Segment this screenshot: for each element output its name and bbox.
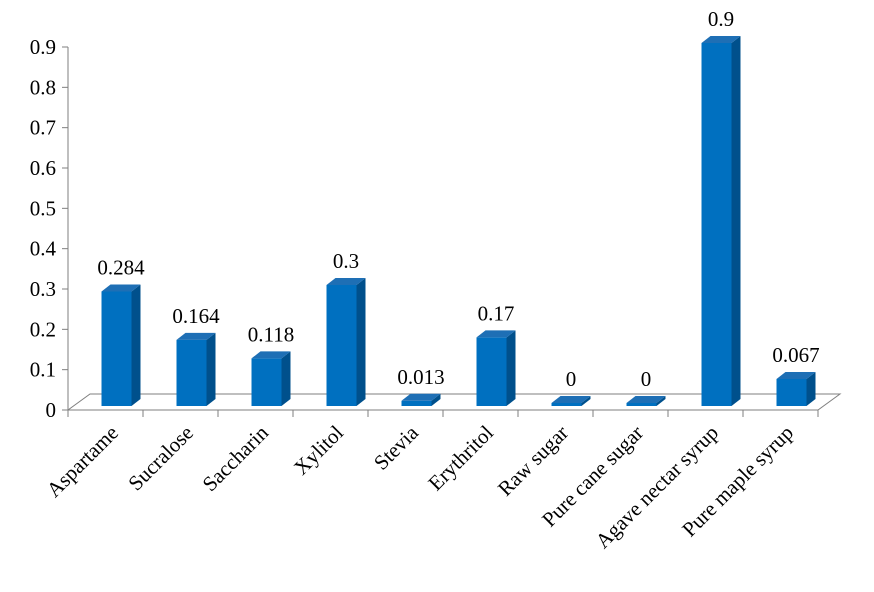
bar-top <box>626 396 666 403</box>
bar-value-label: 0.284 <box>97 255 145 279</box>
bar-side <box>431 393 441 406</box>
x-tick-label: Raw sugar <box>493 421 573 501</box>
bar-front <box>776 378 807 406</box>
bar-value-label: 0 <box>641 367 652 391</box>
bar-side <box>131 284 141 406</box>
y-tick-label: 0.5 <box>30 196 56 220</box>
y-tick-label: 0.8 <box>30 75 56 99</box>
y-tick-label: 0.9 <box>30 35 56 59</box>
bar-front <box>626 403 657 406</box>
y-axis: 0 0.1 0.2 0.3 0.4 0.5 0.6 0.7 0.8 0.9 <box>30 35 69 422</box>
y-tick-label: 0.6 <box>30 156 56 180</box>
bar <box>776 371 816 406</box>
value-labels: 0.284 0.164 0.118 0.3 0.013 0.17 0 0 0.9 0.067 <box>97 7 819 391</box>
bar-side <box>206 332 216 406</box>
x-axis: Aspartame Sucralose Saccharin Xylitol Stevia… <box>42 409 819 553</box>
bar <box>251 351 291 406</box>
bar <box>476 330 516 406</box>
y-tick-label: 0.1 <box>30 358 56 382</box>
x-tick-label: Stevia <box>369 420 424 475</box>
bar-top <box>176 332 216 340</box>
bar-front <box>176 339 207 406</box>
bar-top <box>551 396 591 403</box>
bar-side <box>506 330 516 406</box>
bar <box>551 396 591 406</box>
bar-value-label: 0.067 <box>772 343 819 367</box>
bar-value-label: 0.9 <box>708 7 734 31</box>
x-tick-label: Aspartame <box>42 421 123 502</box>
y-tick-label: 0 <box>46 398 57 422</box>
bar-top <box>251 351 291 359</box>
bar-front <box>326 285 357 406</box>
bar-top <box>701 36 741 43</box>
bar-side <box>581 396 591 406</box>
bar-side <box>731 36 741 406</box>
bar <box>701 36 741 406</box>
bar-front <box>401 400 432 406</box>
x-tick-label: Saccharin <box>198 420 274 496</box>
bar <box>401 393 441 406</box>
bar-top <box>476 330 516 338</box>
y-tick-label: 0.4 <box>30 237 57 261</box>
bar-front <box>701 43 732 406</box>
bar-value-label: 0.118 <box>248 322 294 346</box>
bar-value-label: 0.3 <box>333 249 359 273</box>
y-tick-label: 0.2 <box>30 317 56 341</box>
bar-front <box>101 291 132 406</box>
bar-side <box>806 371 816 406</box>
x-tick-label: Sucralose <box>123 421 198 496</box>
bar-value-label: 0.013 <box>397 365 444 389</box>
bars <box>101 36 816 406</box>
bar-side <box>281 351 291 406</box>
bar-front <box>476 337 507 406</box>
y-tick-label: 0.3 <box>30 277 56 301</box>
bar-top <box>401 393 441 401</box>
bar-side <box>656 396 666 406</box>
x-tick-label: Xylitol <box>289 420 348 479</box>
bar <box>176 332 216 406</box>
bar-top <box>101 284 141 292</box>
bar <box>101 284 141 406</box>
bar-value-label: 0.164 <box>172 304 220 328</box>
bar-top <box>776 371 816 379</box>
bar <box>626 396 666 406</box>
bar-front <box>251 358 282 406</box>
bar-value-label: 0.17 <box>478 301 515 325</box>
x-tick-label: Erythritol <box>423 420 498 495</box>
bar <box>326 278 366 406</box>
y-tick-label: 0.7 <box>30 116 56 140</box>
bar-side <box>356 278 366 406</box>
bar-front <box>551 403 582 406</box>
bar-value-label: 0 <box>566 367 577 391</box>
bar-top <box>326 278 366 285</box>
